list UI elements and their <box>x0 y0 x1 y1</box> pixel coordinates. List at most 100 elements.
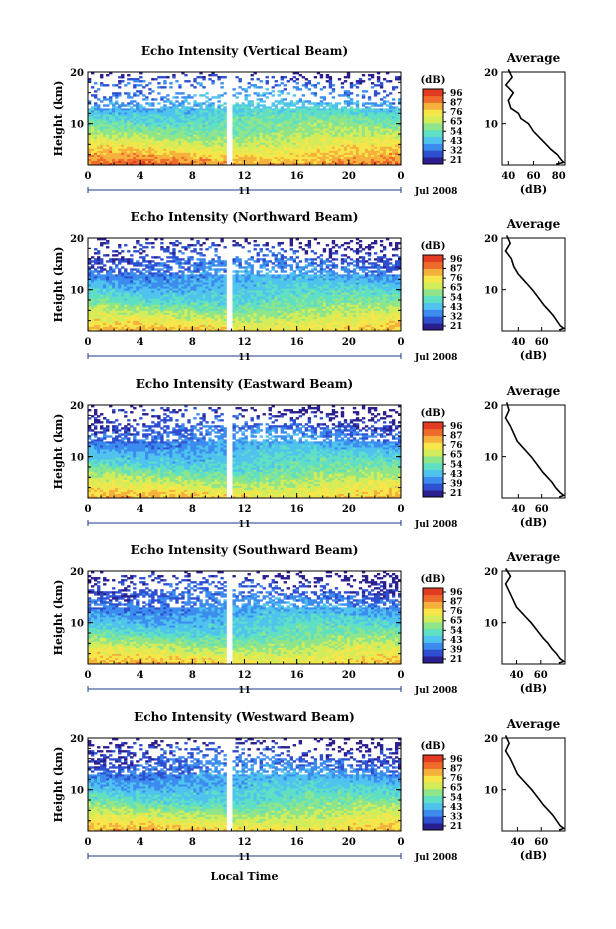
heatmap-cell <box>355 238 360 241</box>
heatmap-cell <box>334 112 339 115</box>
heatmap-cell <box>88 274 92 277</box>
heatmap-cell <box>256 94 260 97</box>
heatmap-cell <box>379 148 384 152</box>
heatmap-cell <box>157 140 161 144</box>
heatmap-cell <box>286 276 290 279</box>
heatmap-cell <box>220 76 224 79</box>
heatmap-cell <box>382 118 387 121</box>
heatmap-cell <box>97 270 101 273</box>
heatmap-cell <box>319 120 324 123</box>
heatmap-cell <box>235 280 239 283</box>
heatmap-cell <box>373 112 378 115</box>
heatmap-cell <box>127 124 131 127</box>
heatmap-cell <box>193 262 197 265</box>
heatmap-cell <box>253 150 257 154</box>
heatmap-cell <box>220 286 224 289</box>
heatmap-cell <box>289 122 293 125</box>
heatmap-cell <box>307 124 312 127</box>
heatmap-cell <box>106 246 110 249</box>
heatmap-cell <box>217 150 221 154</box>
heatmap-cell <box>97 162 101 166</box>
heatmap-cell <box>94 138 98 142</box>
heatmap-cell <box>235 128 239 131</box>
heatmap-cell <box>187 158 191 162</box>
heatmap-cell <box>379 130 384 133</box>
heatmap-cell <box>334 150 339 154</box>
heatmap-cell <box>283 112 287 115</box>
heatmap-cell <box>397 144 402 148</box>
heatmap-cell <box>364 284 369 287</box>
heatmap-cell <box>361 120 366 123</box>
heatmap-cell <box>361 136 366 140</box>
heatmap-cell <box>385 72 390 75</box>
heatmap-cell <box>139 108 143 111</box>
heatmap-cell <box>238 144 242 148</box>
heatmap-cell <box>364 114 369 117</box>
heatmap-cell <box>154 156 158 160</box>
heatmap-cell <box>271 90 275 93</box>
heatmap-cell <box>97 112 101 115</box>
heatmap-cell <box>262 112 266 115</box>
heatmap-cell <box>94 132 98 136</box>
heatmap-cell <box>307 116 312 119</box>
heatmap-cell <box>262 262 266 265</box>
heatmap-cell <box>328 116 333 119</box>
heatmap-cell <box>325 278 330 281</box>
heatmap-cell <box>163 154 167 158</box>
heatmap-cell <box>115 150 119 154</box>
heatmap-cell <box>295 108 300 111</box>
heatmap-cell <box>346 144 351 148</box>
heatmap-cell <box>244 122 248 125</box>
heatmap-cell <box>184 282 188 285</box>
heatmap-cell <box>115 116 119 119</box>
heatmap-cell <box>166 130 170 133</box>
heatmap-cell <box>127 104 131 107</box>
heatmap-cell <box>199 262 203 265</box>
heatmap-cell <box>286 146 290 150</box>
heatmap-cell <box>151 284 155 287</box>
heatmap-cell <box>319 96 324 99</box>
heatmap-cell <box>115 124 119 127</box>
heatmap-cell <box>142 110 146 113</box>
heatmap-cell <box>130 116 134 119</box>
heatmap-cell <box>160 278 164 281</box>
heatmap-cell <box>151 268 155 271</box>
heatmap-cell <box>103 144 107 148</box>
heatmap-cell <box>370 148 375 152</box>
heatmap-cell <box>340 120 345 123</box>
heatmap-cell <box>145 132 149 136</box>
heatmap-cell <box>262 142 266 146</box>
heatmap-cell <box>220 130 224 133</box>
heatmap-cell <box>391 106 396 109</box>
heatmap-cell <box>337 78 342 81</box>
heatmap-cell <box>163 120 167 123</box>
heatmap-cell <box>373 140 378 144</box>
heatmap-cell <box>136 116 140 119</box>
heatmap-cell <box>169 284 173 287</box>
heatmap-cell <box>178 152 182 156</box>
heatmap-cell <box>124 144 128 148</box>
heatmap-cell <box>106 136 110 140</box>
heatmap-cell <box>238 244 242 247</box>
heatmap-cell <box>385 114 390 117</box>
heatmap-cell <box>364 160 369 164</box>
heatmap-cell <box>259 266 263 269</box>
heatmap-cell <box>376 108 381 111</box>
heatmap-cell <box>382 246 387 249</box>
heatmap-cell <box>136 104 140 107</box>
heatmap-cell <box>199 144 203 148</box>
heatmap-cell <box>169 130 173 133</box>
heatmap-cell <box>319 116 324 119</box>
heatmap-cell <box>238 158 242 162</box>
heatmap-cell <box>343 278 348 281</box>
heatmap-cell <box>181 120 185 123</box>
heatmap-cell <box>358 144 363 148</box>
heatmap-cell <box>301 162 306 166</box>
heatmap-cell <box>328 264 333 267</box>
heatmap-cell <box>211 276 215 279</box>
heatmap-cell <box>127 262 131 265</box>
heatmap-cell <box>379 150 384 154</box>
heatmap-cell <box>301 128 306 131</box>
heatmap-cell <box>271 148 275 152</box>
heatmap-cell <box>244 160 248 164</box>
